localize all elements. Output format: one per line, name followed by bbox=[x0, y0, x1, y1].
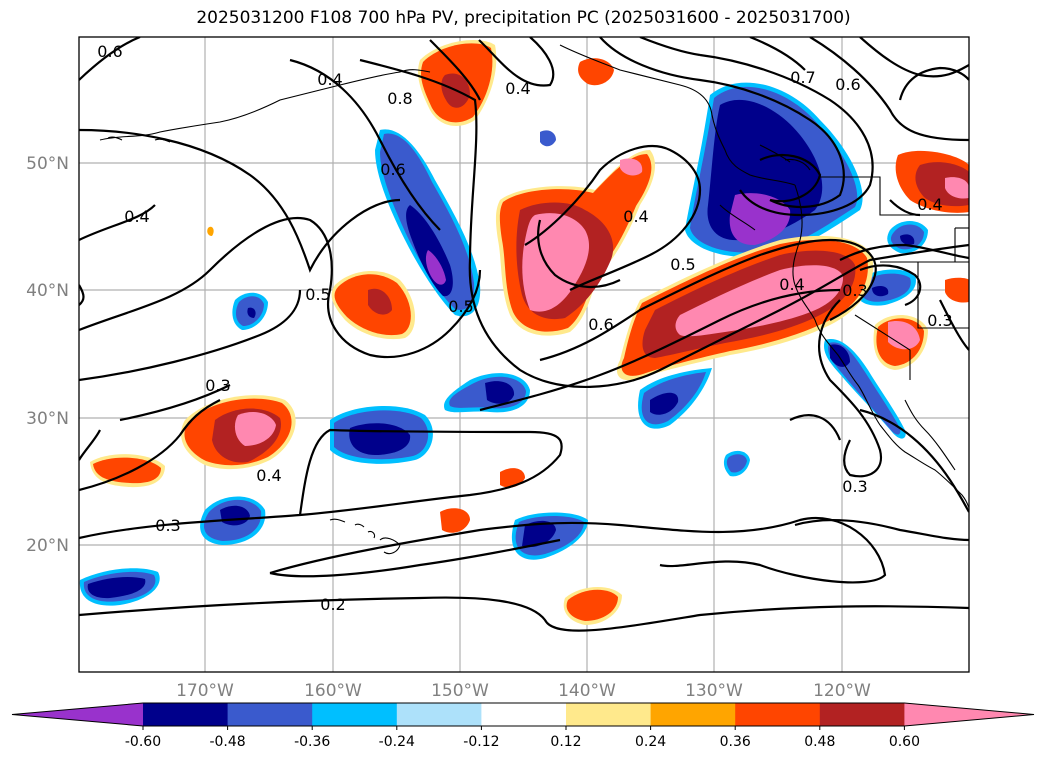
contour-label: 0.6 bbox=[588, 315, 613, 334]
contour-label: 0.3 bbox=[205, 376, 230, 395]
colorbar: -0.60 -0.48 -0.36 -0.24 -0.12 0.12 0.24 0.36 0.4… bbox=[11, 702, 1035, 750]
colorbar-extend-low bbox=[12, 703, 143, 726]
colorbar-segment bbox=[396, 703, 482, 726]
colorbar-segment bbox=[481, 703, 567, 726]
longitude-labels: 170°W 160°W 150°W 140°W 130°W 120°W bbox=[176, 681, 871, 701]
colorbar-tick-label: -0.12 bbox=[463, 734, 499, 750]
contour-label: 0.6 bbox=[835, 75, 860, 94]
colorbar-segment bbox=[819, 703, 905, 726]
lon-label: 170°W bbox=[176, 681, 234, 701]
colorbar-segment bbox=[735, 703, 821, 726]
colorbar-segment bbox=[143, 703, 229, 726]
contour-label: 0.5 bbox=[305, 285, 330, 304]
contour-label: 0.6 bbox=[380, 160, 405, 179]
contour-label: 0.2 bbox=[320, 595, 345, 614]
colorbar-tick-label: 0.60 bbox=[889, 734, 920, 750]
map-area: 0.6 0.8 0.4 0.7 0.6 0.6 0.4 0.4 0.5 0.5 … bbox=[79, 37, 969, 672]
contour-label: 0.7 bbox=[790, 68, 815, 87]
colorbar-tick-label: 0.48 bbox=[804, 734, 835, 750]
contour-label: 0.4 bbox=[917, 195, 942, 214]
map-frame bbox=[78, 36, 970, 673]
contour-label: 0.3 bbox=[842, 477, 867, 496]
contour-labels: 0.6 0.8 0.4 0.7 0.6 0.6 0.4 0.4 0.5 0.5 … bbox=[97, 42, 952, 614]
contour-label: 0.4 bbox=[317, 70, 342, 89]
lon-label: 150°W bbox=[431, 681, 489, 701]
colorbar-tick-label: -0.60 bbox=[125, 734, 161, 750]
lat-label: 30°N bbox=[26, 409, 69, 429]
lon-label: 140°W bbox=[558, 681, 616, 701]
map-title: 2025031200 F108 700 hPa PV, precipitatio… bbox=[196, 8, 851, 28]
colorbar-tick-label: 0.24 bbox=[635, 734, 666, 750]
colorbar-segment bbox=[566, 703, 652, 726]
contour-label: 0.3 bbox=[155, 516, 180, 535]
colorbar-segment bbox=[650, 703, 736, 726]
contour-label: 0.5 bbox=[670, 255, 695, 274]
colorbar-tick-label: -0.36 bbox=[294, 734, 330, 750]
colorbar-segment bbox=[312, 703, 398, 726]
colorbar-tick-label: 0.36 bbox=[720, 734, 751, 750]
lat-label: 40°N bbox=[26, 281, 69, 301]
contour-label: 0.4 bbox=[779, 275, 804, 294]
lon-label: 130°W bbox=[685, 681, 743, 701]
lon-label: 160°W bbox=[304, 681, 362, 701]
contour-label: 0.4 bbox=[505, 79, 530, 98]
colorbar-tick-label: 0.12 bbox=[550, 734, 581, 750]
coastlines bbox=[99, 44, 969, 555]
contour-label: 0.8 bbox=[387, 89, 412, 108]
colorbar-extend-high bbox=[904, 703, 1034, 726]
contour-label: 0.4 bbox=[623, 207, 648, 226]
latitude-labels: 50°N 40°N 30°N 20°N bbox=[26, 154, 69, 556]
contour-label: 0.3 bbox=[842, 281, 867, 300]
colorbar-tick-label: -0.24 bbox=[379, 734, 415, 750]
colorbar-tick-label: -0.48 bbox=[209, 734, 245, 750]
lon-label: 120°W bbox=[813, 681, 871, 701]
colorbar-segment bbox=[227, 703, 313, 726]
lat-label: 50°N bbox=[26, 154, 69, 174]
lat-label: 20°N bbox=[26, 536, 69, 556]
contour-label: 0.5 bbox=[448, 297, 473, 316]
contour-label: 0.4 bbox=[124, 207, 149, 226]
contour-label: 0.6 bbox=[97, 42, 122, 61]
contour-label: 0.4 bbox=[256, 466, 281, 485]
contour-label: 0.3 bbox=[927, 311, 952, 330]
pv-contours bbox=[79, 37, 969, 632]
